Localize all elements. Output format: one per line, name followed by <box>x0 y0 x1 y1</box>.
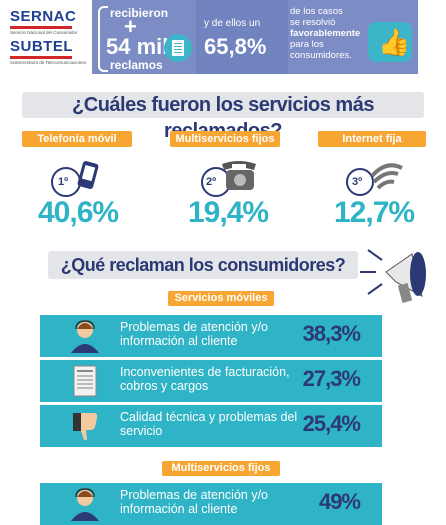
summary-banner-mid <box>196 0 288 74</box>
subtel-logo: SUBTEL Subsecretaría de Telecomunicacion… <box>10 38 90 65</box>
internet-percent: 12,7% <box>334 196 415 229</box>
table-row: Problemas de atención y/o información al… <box>40 315 382 357</box>
table-row: Problemas de atención y/o información al… <box>40 483 382 525</box>
row-label: Calidad técnica y problemas del servicio <box>120 410 298 438</box>
document-icon <box>164 34 192 62</box>
of-them-label: y de ellos un <box>204 18 261 29</box>
tab-mobile: Telefonía móvil <box>22 131 132 147</box>
thumbs-up-icon: 👍 <box>368 22 412 62</box>
section1-title-bar <box>22 92 424 118</box>
resolved-percent: 65,8% <box>204 34 267 59</box>
sernac-logo-underline <box>10 26 72 29</box>
megaphone-icon <box>360 249 426 303</box>
row-label: Problemas de atención y/o información al… <box>120 488 269 516</box>
received-label: recibieron <box>110 6 169 20</box>
thumbs-down-icon <box>73 413 98 441</box>
row-label: Problemas de atención y/o información al… <box>120 320 269 348</box>
invoice-icon <box>73 365 97 397</box>
bracket-decoration <box>98 6 108 72</box>
subtel-logo-underline <box>10 56 72 59</box>
resolved-text: de los casos se resolvió favorablemente … <box>290 6 370 61</box>
wifi-icon <box>346 163 403 196</box>
resolved-text-line5: consumidores. <box>290 50 352 61</box>
row-value: 27,3% <box>302 366 361 391</box>
resolved-text-line4: para los <box>290 39 324 50</box>
claims-label: reclamos <box>110 58 163 72</box>
section2-title-bar <box>48 251 358 279</box>
row-value: 38,3% <box>302 321 361 346</box>
telephone-icon <box>201 161 256 197</box>
table-row: Calidad técnica y problemas del servicio… <box>40 405 382 447</box>
rank-2: 2º <box>206 176 217 188</box>
mobile-phone-icon <box>51 161 99 197</box>
tab-fixed: Multiservicios fijos <box>170 131 280 147</box>
row-label: Inconvenientes de facturación, cobros y … <box>120 365 290 393</box>
plus-sign: + <box>124 14 137 39</box>
resolved-text-line2: se resolvió <box>290 17 336 28</box>
tab-internet: Internet fija <box>318 131 426 147</box>
section1-title: ¿Cuáles fueron los servicios más reclama… <box>72 94 374 142</box>
call-agent-icon <box>71 488 99 521</box>
mobile-percent: 40,6% <box>38 196 119 229</box>
subtab-fixed-services: Multiservicios fijos <box>162 461 280 476</box>
row-value: 25,4% <box>302 411 361 436</box>
table-row: Inconvenientes de facturación, cobros y … <box>40 360 382 402</box>
sernac-logo: SERNAC Servicio Nacional del Consumidor <box>10 8 80 35</box>
subtel-logo-subtitle: Subsecretaría de Telecomunicaciones <box>10 60 86 65</box>
resolved-text-line1: de los casos <box>290 6 343 17</box>
section2-title: ¿Qué reclaman los consumidores? <box>60 255 346 275</box>
subtab-mobile-services: Servicios móviles <box>168 291 274 306</box>
subtel-logo-name: SUBTEL <box>10 38 73 55</box>
claims-count: 54 mil <box>106 34 169 59</box>
sernac-logo-name: SERNAC <box>10 8 77 25</box>
sernac-logo-subtitle: Servicio Nacional del Consumidor <box>10 30 78 35</box>
row-value: 49% <box>318 489 361 514</box>
rank-1: 1º <box>58 176 69 188</box>
call-agent-icon <box>71 320 99 353</box>
fixed-percent: 19,4% <box>188 196 269 229</box>
resolved-text-bold: favorablemente <box>290 28 361 39</box>
rank-3: 3º <box>352 176 363 188</box>
